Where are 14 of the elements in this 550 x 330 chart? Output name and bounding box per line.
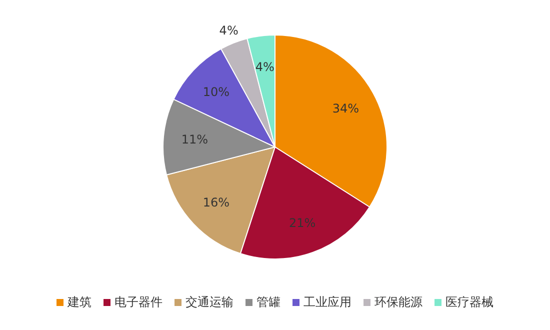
legend-label: 工业应用: [304, 295, 352, 309]
data-label: 11%: [181, 132, 208, 147]
data-label: 4%: [219, 24, 238, 38]
data-label: 16%: [202, 195, 230, 210]
legend-label: 交通运输: [186, 295, 234, 309]
data-label: 21%: [288, 216, 316, 230]
legend-label: 医疗器械: [446, 295, 494, 309]
legend-label: 建筑: [66, 295, 92, 309]
data-label: 34%: [332, 101, 359, 116]
legend-label: 管罐: [256, 295, 280, 309]
data-label: 4%: [255, 60, 274, 74]
legend-label: 环保能源: [374, 295, 422, 309]
legend-label: 电子器件: [114, 295, 162, 309]
data-label: 10%: [202, 85, 230, 99]
